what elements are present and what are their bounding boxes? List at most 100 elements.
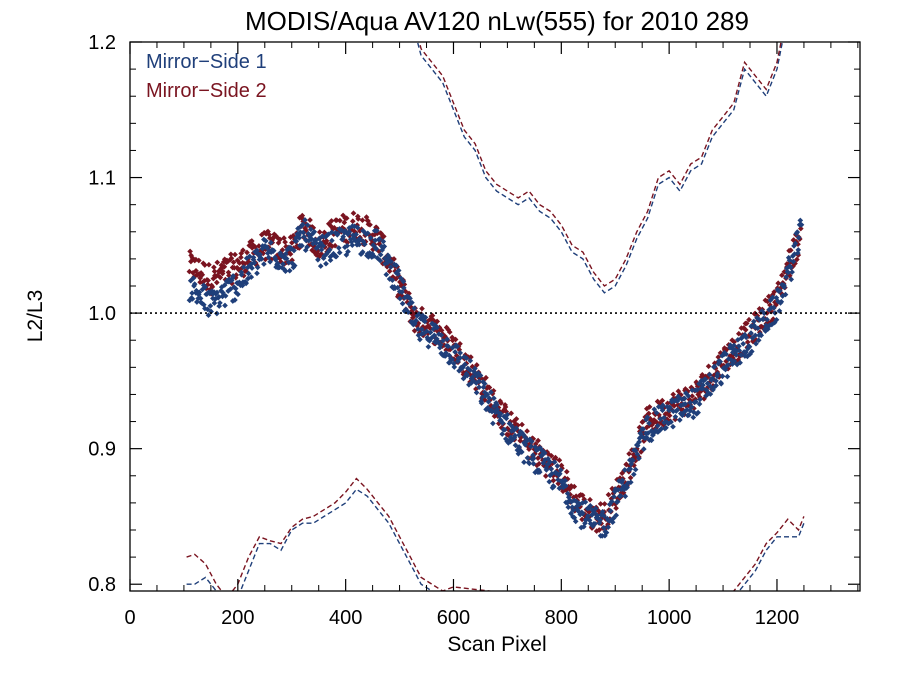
data-point	[546, 478, 553, 485]
data-point	[199, 271, 206, 278]
data-point	[685, 393, 692, 399]
data-point	[764, 316, 770, 323]
data-point	[717, 358, 724, 365]
data-point	[670, 423, 676, 430]
data-point	[646, 420, 652, 427]
data-point	[646, 404, 653, 410]
data-point	[205, 312, 212, 319]
data-point	[202, 284, 209, 290]
data-point	[556, 485, 563, 492]
data-point	[317, 263, 324, 269]
data-point	[513, 425, 520, 432]
data-point	[341, 219, 348, 226]
data-point	[554, 463, 561, 469]
data-point	[748, 348, 755, 355]
data-point	[219, 268, 226, 275]
data-point	[644, 414, 651, 421]
legend: Mirror−Side 1 Mirror−Side 2	[146, 51, 267, 102]
data-point	[707, 383, 714, 390]
data-point	[548, 466, 555, 472]
data-point	[343, 215, 350, 222]
data-point	[667, 405, 673, 411]
data-point	[676, 417, 683, 423]
data-point	[238, 271, 245, 278]
data-point	[714, 370, 721, 377]
data-point	[592, 520, 598, 527]
data-point	[228, 255, 235, 262]
y-tick-label: 1.0	[88, 303, 116, 325]
data-point	[386, 268, 393, 275]
data-point	[713, 378, 719, 384]
data-point	[386, 254, 392, 261]
data-point	[387, 264, 394, 270]
data-point	[718, 380, 725, 387]
data-point	[499, 431, 506, 437]
x-axis-label: Scan Pixel	[447, 633, 546, 656]
data-point	[601, 513, 607, 519]
x-tick-label: 1200	[755, 607, 800, 629]
data-point	[267, 258, 273, 265]
data-point	[789, 269, 795, 275]
data-point	[582, 499, 589, 505]
data-point	[622, 493, 629, 500]
data-point	[659, 397, 666, 404]
data-point	[483, 374, 489, 381]
data-point	[217, 300, 223, 306]
data-point	[342, 228, 349, 234]
data-point	[681, 395, 688, 402]
data-point	[235, 291, 241, 298]
data-point	[452, 336, 459, 343]
data-point	[740, 340, 747, 347]
data-point	[300, 229, 307, 236]
x-tick-label: 400	[329, 607, 362, 629]
data-point	[536, 460, 542, 467]
data-point	[661, 414, 667, 421]
data-point	[493, 402, 500, 408]
data-point	[674, 406, 681, 413]
data-point	[463, 355, 470, 362]
data-point	[607, 508, 614, 514]
data-point	[307, 226, 314, 233]
data-point	[621, 467, 628, 473]
data-point	[389, 277, 396, 284]
data-point	[736, 347, 743, 354]
data-point	[283, 255, 290, 262]
series-2-upper-dashed-line	[418, 42, 782, 287]
data-point	[693, 398, 699, 405]
data-point	[451, 360, 457, 367]
data-point	[356, 241, 363, 248]
data-point	[499, 420, 506, 426]
data-point	[304, 222, 311, 228]
data-point	[761, 310, 768, 317]
axis-ticks	[129, 41, 860, 591]
data-point	[709, 375, 716, 382]
data-point	[469, 374, 476, 380]
data-point	[226, 272, 232, 279]
data-point	[562, 483, 569, 489]
data-point	[528, 443, 534, 450]
data-point	[700, 382, 706, 388]
data-point	[281, 235, 287, 241]
data-point	[415, 326, 421, 333]
data-point	[736, 343, 742, 350]
data-point	[222, 302, 228, 309]
data-point	[380, 238, 387, 245]
data-point	[445, 343, 452, 350]
data-point	[601, 501, 608, 507]
data-point	[651, 406, 658, 413]
data-point	[481, 380, 488, 387]
data-point	[327, 257, 334, 264]
data-point	[792, 240, 799, 247]
data-point	[570, 507, 577, 513]
data-point	[197, 295, 204, 302]
data-point	[746, 343, 753, 350]
data-point	[359, 249, 366, 255]
data-point	[488, 389, 494, 396]
data-point	[462, 361, 468, 368]
x-tick-label: 800	[545, 607, 578, 629]
data-point	[400, 278, 407, 285]
data-point	[563, 468, 570, 475]
data-point	[268, 239, 274, 246]
data-point	[311, 228, 318, 235]
